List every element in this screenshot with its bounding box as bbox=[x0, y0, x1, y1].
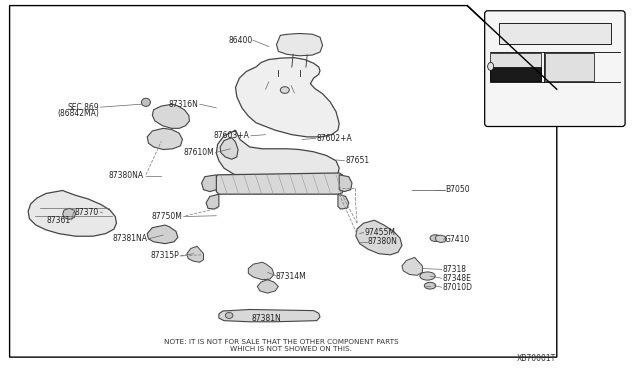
Ellipse shape bbox=[280, 87, 289, 93]
Text: 87318: 87318 bbox=[443, 265, 467, 274]
Text: SEC.869: SEC.869 bbox=[68, 103, 99, 112]
Text: 87380N: 87380N bbox=[368, 237, 398, 246]
Polygon shape bbox=[276, 33, 323, 56]
Ellipse shape bbox=[488, 62, 493, 70]
Polygon shape bbox=[206, 194, 219, 209]
Polygon shape bbox=[402, 257, 422, 275]
Polygon shape bbox=[257, 280, 278, 293]
Text: G7410: G7410 bbox=[445, 235, 470, 244]
Text: 87380NA: 87380NA bbox=[109, 171, 144, 180]
Polygon shape bbox=[339, 175, 352, 192]
Bar bbox=[296, 68, 303, 71]
Text: 87602+A: 87602+A bbox=[317, 134, 353, 143]
Polygon shape bbox=[236, 58, 339, 137]
Text: 87314M: 87314M bbox=[275, 272, 306, 280]
Text: 97455M: 97455M bbox=[365, 228, 396, 237]
Text: 87348E: 87348E bbox=[443, 274, 472, 283]
Ellipse shape bbox=[141, 98, 150, 106]
Polygon shape bbox=[216, 173, 342, 194]
Text: 87370: 87370 bbox=[75, 208, 99, 217]
Text: B7050: B7050 bbox=[445, 185, 469, 194]
FancyBboxPatch shape bbox=[484, 11, 625, 126]
Polygon shape bbox=[356, 220, 402, 255]
Text: 87381N: 87381N bbox=[252, 314, 281, 323]
Polygon shape bbox=[28, 190, 116, 236]
Text: 87750M: 87750M bbox=[152, 212, 182, 221]
Text: 87381NA: 87381NA bbox=[112, 234, 147, 243]
Text: (86842MA): (86842MA) bbox=[58, 109, 99, 118]
Text: 87651: 87651 bbox=[346, 156, 370, 165]
Text: XB70001T: XB70001T bbox=[516, 354, 556, 363]
Text: 86400: 86400 bbox=[228, 36, 253, 45]
Bar bbox=[490, 53, 541, 81]
Polygon shape bbox=[219, 310, 320, 322]
Text: 87010D: 87010D bbox=[443, 283, 473, 292]
Polygon shape bbox=[147, 128, 182, 150]
Bar bbox=[499, 23, 611, 45]
Polygon shape bbox=[435, 235, 447, 243]
Ellipse shape bbox=[430, 235, 440, 241]
Ellipse shape bbox=[424, 282, 436, 289]
Polygon shape bbox=[216, 130, 339, 182]
Text: 87603+A: 87603+A bbox=[214, 131, 250, 140]
Text: 87316N: 87316N bbox=[168, 100, 198, 109]
Bar bbox=[490, 67, 541, 81]
Polygon shape bbox=[202, 175, 216, 192]
Polygon shape bbox=[187, 246, 204, 262]
Text: 87610M: 87610M bbox=[184, 148, 214, 157]
Polygon shape bbox=[63, 208, 76, 219]
Polygon shape bbox=[338, 194, 349, 209]
Bar bbox=[275, 68, 282, 71]
Polygon shape bbox=[248, 262, 274, 280]
Ellipse shape bbox=[225, 312, 233, 318]
Polygon shape bbox=[147, 225, 178, 244]
Text: NOTE: IT IS NOT FOR SALE THAT THE OTHER COMPONENT PARTS
        WHICH IS NOT SHO: NOTE: IT IS NOT FOR SALE THAT THE OTHER … bbox=[164, 339, 399, 352]
Text: 87361: 87361 bbox=[46, 216, 70, 225]
Polygon shape bbox=[220, 138, 238, 159]
Bar bbox=[545, 53, 593, 81]
Text: 87315P: 87315P bbox=[150, 251, 179, 260]
Ellipse shape bbox=[420, 272, 435, 280]
Polygon shape bbox=[152, 104, 189, 128]
